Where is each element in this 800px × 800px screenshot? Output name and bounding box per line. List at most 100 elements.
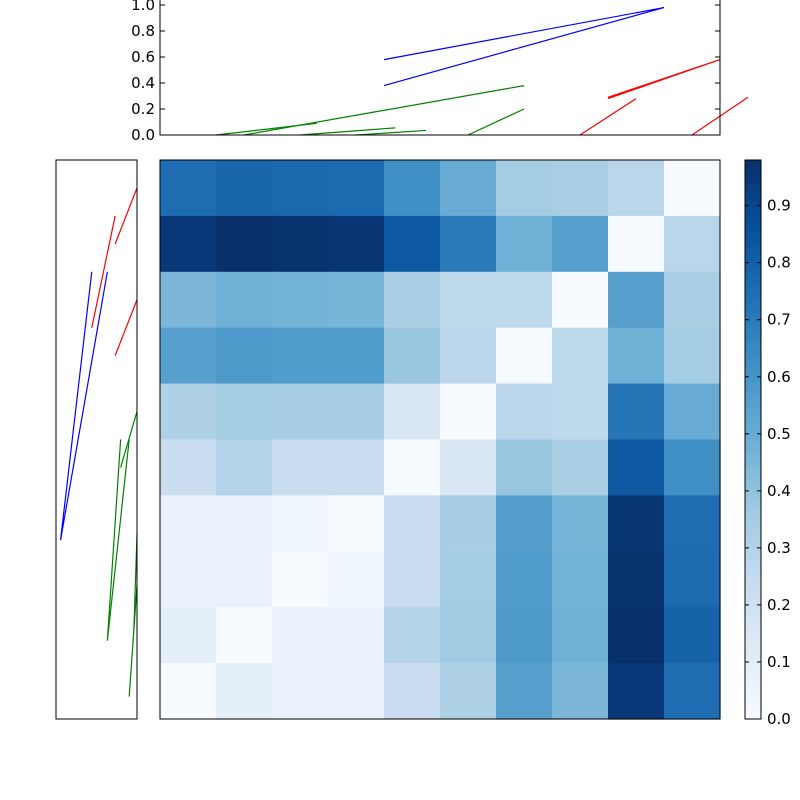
heatmap-cell-r0-c2 <box>272 160 329 217</box>
colorbar-tick-label-0: 0.0 <box>767 710 791 728</box>
heatmap <box>159 159 721 720</box>
top-dendrogram-tick-label-3: 0.6 <box>131 48 155 66</box>
heatmap-cell-r8-c5 <box>440 607 497 664</box>
heatmap-cell-r3-c5 <box>440 327 497 385</box>
heatmap-cell-r0-c7 <box>552 160 609 217</box>
colorbar: 0.0 0.1 0.2 0.3 0.4 0.5 0.6 0.7 0.8 0.9 <box>744 159 791 728</box>
heatmap-cell-r4-c0 <box>160 383 217 441</box>
heatmap-cell-r5-c6 <box>496 439 553 496</box>
heatmap-cell-r8-c1 <box>216 607 273 664</box>
heatmap-cell-r6-c7 <box>552 495 609 552</box>
heatmap-cell-r1-c9 <box>664 215 721 273</box>
heatmap-cell-r7-c2 <box>272 551 329 608</box>
heatmap-cell-r0-c8 <box>608 160 665 217</box>
colorbar-tick-label-2: 0.2 <box>767 596 791 614</box>
colorbar-tick-label-1: 0.1 <box>767 653 791 671</box>
heatmap-cell-r2-c1 <box>216 271 273 329</box>
heatmap-cell-r6-c8 <box>608 495 665 552</box>
heatmap-cell-r1-c2 <box>272 215 329 273</box>
heatmap-cell-r5-c1 <box>216 439 273 496</box>
heatmap-cell-r6-c4 <box>384 495 441 552</box>
top-dendrogram-frame <box>159 0 721 136</box>
heatmap-cell-r8-c3 <box>328 607 385 664</box>
heatmap-cell-r2-c2 <box>272 271 329 329</box>
heatmap-cell-r5-c7 <box>552 439 609 496</box>
heatmap-cell-r8-c4 <box>384 607 441 664</box>
heatmap-cell-r7-c0 <box>160 551 217 608</box>
heatmap-cell-r0-c9 <box>664 160 721 217</box>
top-dendrogram-link-8 <box>383 7 665 87</box>
heatmap-cell-r3-c9 <box>664 327 721 385</box>
top-dendrogram-axis: 0.0 0.2 0.4 0.6 0.8 1.0 <box>131 0 720 144</box>
top-dendrogram-link-6 <box>691 96 749 136</box>
top-dendrogram-tick-label-2: 0.4 <box>131 74 155 92</box>
heatmap-cell-r4-c9 <box>664 383 721 441</box>
heatmap-cell-r1-c4 <box>384 215 441 273</box>
heatmap-cell-r4-c4 <box>384 383 441 441</box>
heatmap-cell-r5-c3 <box>328 439 385 496</box>
colorbar-tick-label-7: 0.7 <box>767 311 791 329</box>
heatmap-cell-r0-c0 <box>160 160 217 217</box>
heatmap-cell-r7-c5 <box>440 551 497 608</box>
heatmap-frame <box>159 159 721 720</box>
top-dendrogram-link-4 <box>467 108 525 136</box>
heatmap-cell-r3-c2 <box>272 327 329 385</box>
heatmap-cells <box>160 160 721 720</box>
heatmap-cell-r3-c3 <box>328 327 385 385</box>
heatmap-cell-r8-c2 <box>272 607 329 664</box>
heatmap-cell-r3-c6 <box>496 327 553 385</box>
colorbar-tick-label-9: 0.9 <box>767 197 791 215</box>
heatmap-cell-r2-c5 <box>440 271 497 329</box>
top-dendrogram-tick-label-5: 1.0 <box>131 0 155 14</box>
heatmap-cell-r9-c7 <box>552 663 609 720</box>
left-dendrogram-frame <box>55 159 138 720</box>
heatmap-cell-r7-c1 <box>216 551 273 608</box>
heatmap-cell-r1-c0 <box>160 215 217 273</box>
heatmap-cell-r4-c1 <box>216 383 273 441</box>
heatmap-cell-r3-c8 <box>608 327 665 385</box>
heatmap-cell-r3-c0 <box>160 327 217 385</box>
heatmap-cell-r7-c7 <box>552 551 609 608</box>
left-dendrogram-link-3 <box>120 411 138 468</box>
top-dendrogram-link-5 <box>579 98 637 136</box>
heatmap-cell-r2-c3 <box>328 271 385 329</box>
left-dendrogram-link-7 <box>59 271 108 541</box>
heatmap-cell-r3-c1 <box>216 327 273 385</box>
heatmap-cell-r6-c6 <box>496 495 553 552</box>
heatmap-cell-r5-c4 <box>384 439 441 496</box>
heatmap-cell-r5-c8 <box>608 439 665 496</box>
heatmap-cell-r0-c3 <box>328 160 385 217</box>
heatmap-cell-r6-c2 <box>272 495 329 552</box>
top-dendrogram: 0.0 0.2 0.4 0.6 0.8 1.0 <box>131 0 749 144</box>
heatmap-cell-r9-c6 <box>496 663 553 720</box>
heatmap-cell-r4-c8 <box>608 383 665 441</box>
top-dendrogram-tick-label-1: 0.2 <box>131 100 155 118</box>
heatmap-cell-r7-c3 <box>328 551 385 608</box>
heatmap-cell-r9-c4 <box>384 663 441 720</box>
heatmap-cell-r9-c5 <box>440 663 497 720</box>
heatmap-cell-r5-c2 <box>272 439 329 496</box>
colorbar-tick-label-8: 0.8 <box>767 254 791 272</box>
heatmap-cell-r9-c1 <box>216 663 273 720</box>
heatmap-cell-r8-c0 <box>160 607 217 664</box>
heatmap-cell-r1-c1 <box>216 215 273 273</box>
left-dendrogram-link-1 <box>114 299 138 356</box>
heatmap-cell-r6-c9 <box>664 495 721 552</box>
heatmap-cell-r1-c6 <box>496 215 553 273</box>
heatmap-cell-r7-c6 <box>496 551 553 608</box>
heatmap-cell-r1-c3 <box>328 215 385 273</box>
heatmap-cell-r1-c7 <box>552 215 609 273</box>
heatmap-cell-r0-c1 <box>216 160 273 217</box>
heatmap-cell-r2-c9 <box>664 271 721 329</box>
heatmap-cell-r7-c8 <box>608 551 665 608</box>
heatmap-cell-r5-c5 <box>440 439 497 496</box>
heatmap-cell-r1-c8 <box>608 215 665 273</box>
colorbar-tick-label-3: 0.3 <box>767 539 791 557</box>
heatmap-cell-r2-c6 <box>496 271 553 329</box>
heatmap-cell-r0-c6 <box>496 160 553 217</box>
heatmap-cell-r9-c3 <box>328 663 385 720</box>
heatmap-cell-r9-c0 <box>160 663 217 720</box>
heatmap-cell-r9-c8 <box>608 663 665 720</box>
heatmap-cell-r8-c7 <box>552 607 609 664</box>
